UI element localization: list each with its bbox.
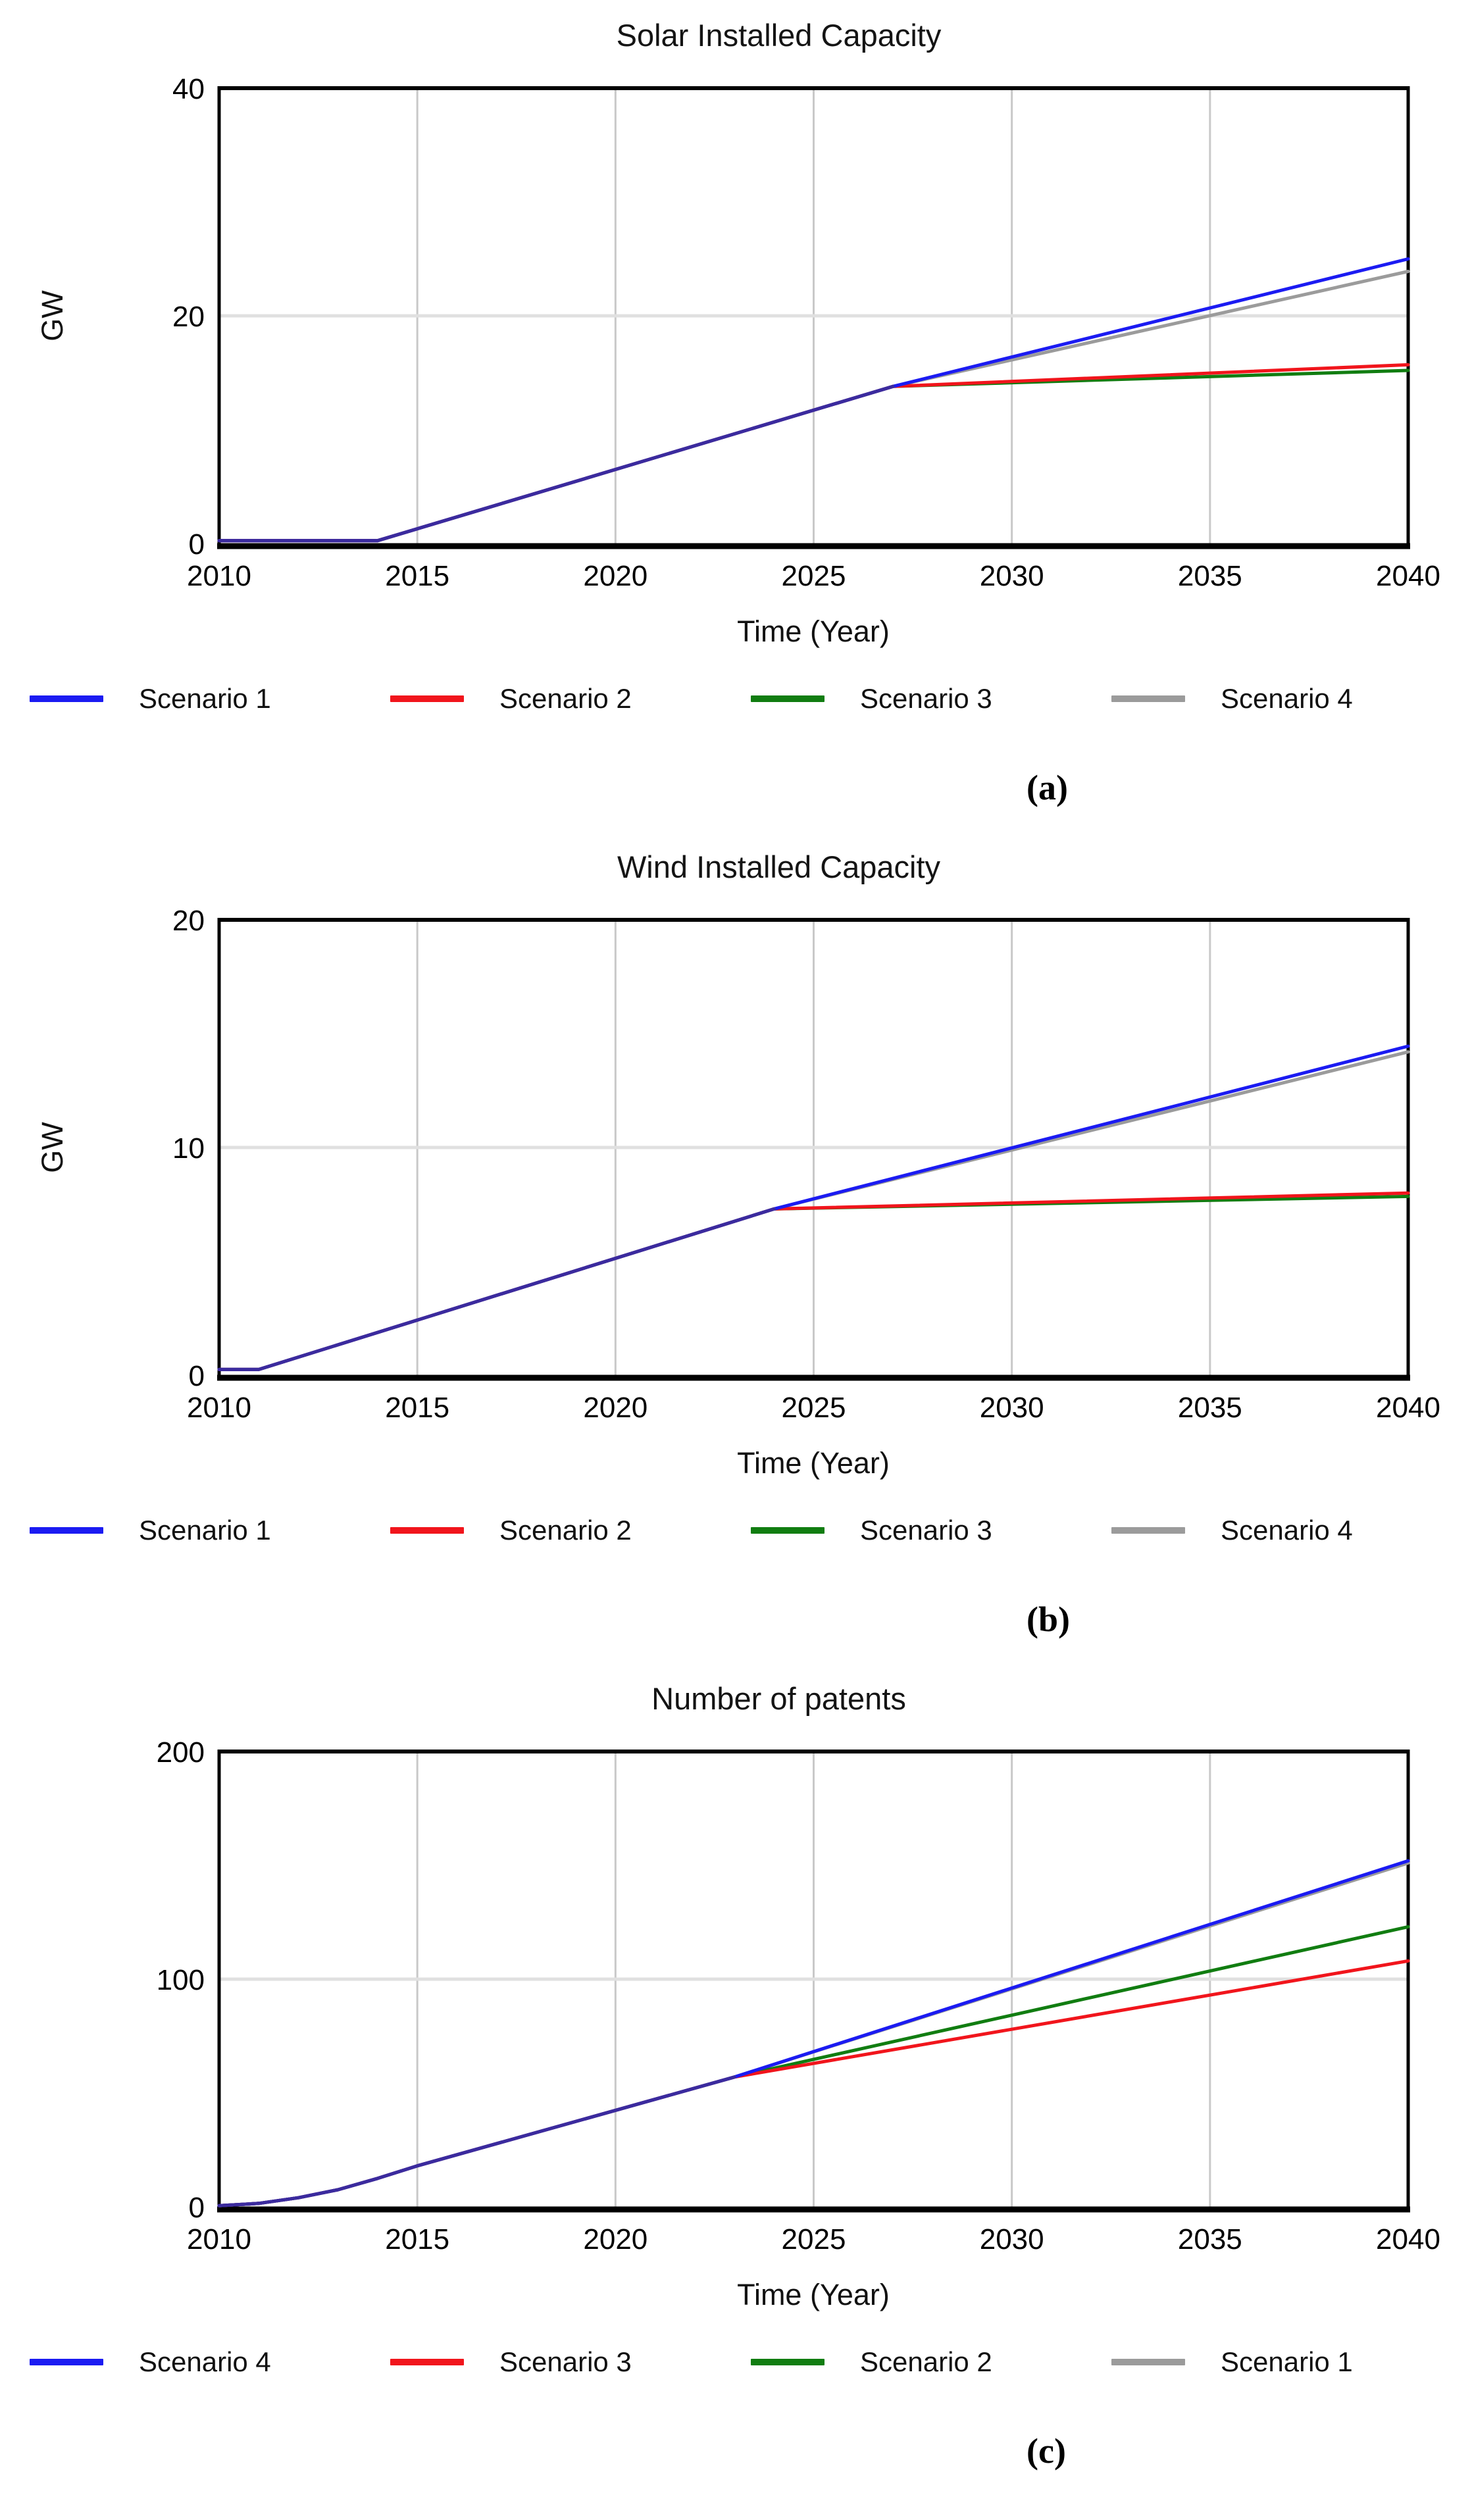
- legend-label: Scenario 4: [139, 2346, 271, 2377]
- legend-swatch-green: [751, 2359, 825, 2365]
- x-axis-label-row: Time (Year): [0, 2278, 1472, 2313]
- legend-label: Scenario 1: [139, 1515, 271, 1546]
- x-tick-label: 2035: [1178, 2223, 1242, 2255]
- legend-swatch-red: [390, 695, 464, 702]
- x-axis-label: Time (Year): [737, 2278, 890, 2311]
- legend-swatch-gray: [1111, 2359, 1185, 2365]
- y-tick-label: 20: [172, 301, 205, 333]
- figure-sublabel-b: (b): [1027, 1600, 1070, 1639]
- y-tick-label: 200: [157, 1736, 205, 1769]
- y-tick-label: 0: [189, 528, 205, 561]
- x-tick-label: 2040: [1376, 2223, 1440, 2255]
- legend-swatch-blue: [30, 2359, 103, 2365]
- y-tick-label: 0: [189, 1360, 205, 1392]
- legend-label: Scenario 2: [499, 683, 632, 714]
- legend-swatch-red: [390, 1527, 464, 1534]
- legend-a: Scenario 1 Scenario 2 Scenario 3 Scenario 4: [0, 683, 1472, 715]
- x-tick-label: 2020: [583, 2223, 647, 2255]
- legend-label: Scenario 2: [860, 2346, 992, 2377]
- legend-label: Scenario 3: [860, 1515, 992, 1546]
- x-tick-label: 2025: [782, 560, 846, 592]
- y-tick-label: 10: [172, 1132, 205, 1165]
- x-tick-label: 2025: [782, 1392, 846, 1424]
- figure-sublabel-a: (a): [1027, 768, 1068, 807]
- legend-item: Scenario 2: [390, 683, 751, 715]
- x-tick-label: 2010: [187, 560, 251, 592]
- y-axis-label: GW: [36, 290, 69, 341]
- x-tick-label: 2015: [385, 560, 449, 592]
- legend-swatch-green: [751, 1527, 825, 1534]
- legend-item: Scenario 3: [390, 2346, 751, 2378]
- y-tick-label: 0: [189, 2192, 205, 2224]
- chart-block-c: Number of patents 0 100 200 2010 2015 2020 202…: [0, 1641, 1472, 2473]
- legend-label: Scenario 1: [139, 683, 271, 714]
- y-tick-label: 100: [157, 1964, 205, 1996]
- x-tick-label: 2040: [1376, 1392, 1440, 1424]
- legend-swatch-red: [390, 2359, 464, 2365]
- figure-sublabel-c: (c): [1027, 2431, 1066, 2471]
- x-axis-label: Time (Year): [737, 615, 890, 648]
- legend-label: Scenario 4: [1221, 1515, 1353, 1546]
- wind-capacity-plot: 0 10 20 2010 2015 2020 2025 2030 2035 2040 GW: [36, 905, 1440, 1424]
- x-tick-label: 2040: [1376, 560, 1440, 592]
- x-tick-label: 2010: [187, 1392, 251, 1424]
- legend-swatch-blue: [30, 695, 103, 702]
- y-tick-label: 20: [172, 905, 205, 937]
- legend-swatch-gray: [1111, 695, 1185, 702]
- legend-item: Scenario 3: [751, 683, 1111, 715]
- chart-title-wind: Wind Installed Capacity: [617, 849, 941, 884]
- legend-item: Scenario 2: [751, 2346, 1111, 2378]
- y-axis-label: GW: [36, 1122, 69, 1173]
- x-tick-label: 2015: [385, 1392, 449, 1424]
- legend-label: Scenario 2: [499, 1515, 632, 1546]
- patents-plot: 0 100 200 2010 2015 2020 2025 2030 2035 2040: [157, 1736, 1440, 2255]
- chart-block-b: Wind Installed Capacity 0 10 20 2010 2015 202…: [0, 809, 1472, 1641]
- x-tick-label: 2030: [980, 560, 1044, 592]
- legend-item: Scenario 2: [390, 1515, 751, 1546]
- legend-c: Scenario 4 Scenario 3 Scenario 2 Scenario 1: [0, 2346, 1472, 2378]
- x-axis-label-row: Time (Year): [0, 615, 1472, 650]
- chart-title-solar: Solar Installed Capacity: [616, 18, 942, 53]
- legend-label: Scenario 3: [499, 2346, 632, 2377]
- x-tick-label: 2030: [980, 2223, 1044, 2255]
- legend-label: Scenario 4: [1221, 683, 1353, 714]
- legend-swatch-blue: [30, 1527, 103, 1534]
- series-line-common-overlap: [217, 2075, 736, 2207]
- x-tick-label: 2010: [187, 2223, 251, 2255]
- chart-block-a: Solar Installed Capacity 0 20 40 2010 2015 20…: [0, 0, 1472, 809]
- y-tick-label: 40: [172, 73, 205, 105]
- x-axis-label-row: Time (Year): [0, 1446, 1472, 1482]
- legend-item: Scenario 1: [30, 1515, 390, 1546]
- chart-title-patents: Number of patents: [651, 1681, 906, 1716]
- legend-item: Scenario 3: [751, 1515, 1111, 1546]
- x-tick-label: 2035: [1178, 560, 1242, 592]
- legend-item: Scenario 4: [1111, 683, 1472, 715]
- x-tick-label: 2020: [583, 1392, 647, 1424]
- legend-item: Scenario 1: [30, 683, 390, 715]
- series-line-common-overlap: [217, 1207, 776, 1371]
- x-axis-label: Time (Year): [737, 1446, 890, 1480]
- legend-swatch-gray: [1111, 1527, 1185, 1534]
- legend-item: Scenario 1: [1111, 2346, 1472, 2378]
- series-line-common-overlap: [217, 384, 895, 543]
- x-tick-label: 2020: [583, 560, 647, 592]
- x-tick-label: 2015: [385, 2223, 449, 2255]
- legend-label: Scenario 3: [860, 683, 992, 714]
- legend-swatch-green: [751, 695, 825, 702]
- legend-item: Scenario 4: [30, 2346, 390, 2378]
- legend-b: Scenario 1 Scenario 2 Scenario 3 Scenario 4: [0, 1515, 1472, 1546]
- x-tick-label: 2025: [782, 2223, 846, 2255]
- legend-item: Scenario 4: [1111, 1515, 1472, 1546]
- x-tick-label: 2030: [980, 1392, 1044, 1424]
- legend-label: Scenario 1: [1221, 2346, 1353, 2377]
- x-tick-label: 2035: [1178, 1392, 1242, 1424]
